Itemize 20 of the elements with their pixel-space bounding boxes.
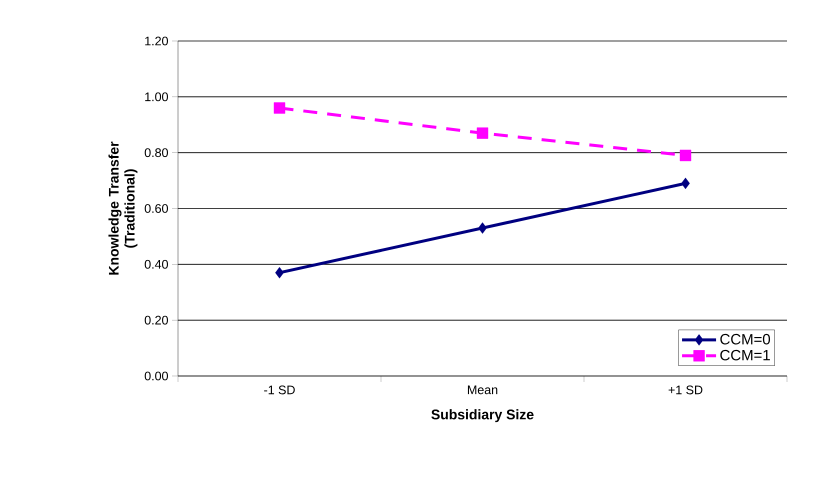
point (478, 222, 487, 234)
point (476, 127, 488, 139)
y-axis-title: Knowledge Transfer (Traditional) (108, 142, 138, 275)
y-tick-label: 1.00 (145, 92, 168, 102)
legend-label: CCM=0 (720, 334, 770, 344)
y-tick-label: 0.20 (144, 316, 168, 325)
x-tick-label: Mean (468, 386, 498, 394)
point (680, 150, 692, 162)
y-tick-label: 0.80 (144, 148, 168, 158)
y-tick-label: 0.60 (144, 204, 168, 213)
x-tick-label: -1 SD (264, 386, 295, 394)
y-tick-label: 1.20 (145, 36, 168, 46)
point (681, 178, 690, 190)
point (275, 267, 284, 278)
point (274, 102, 286, 114)
x-axis-title: Subsidiary Size (431, 409, 534, 422)
y-tick-label: 0.00 (144, 372, 168, 380)
legend-label: CCM=1 (720, 350, 770, 360)
x-tick-label: +1 SD (668, 386, 702, 394)
y-tick-label: 0.40 (144, 260, 168, 269)
